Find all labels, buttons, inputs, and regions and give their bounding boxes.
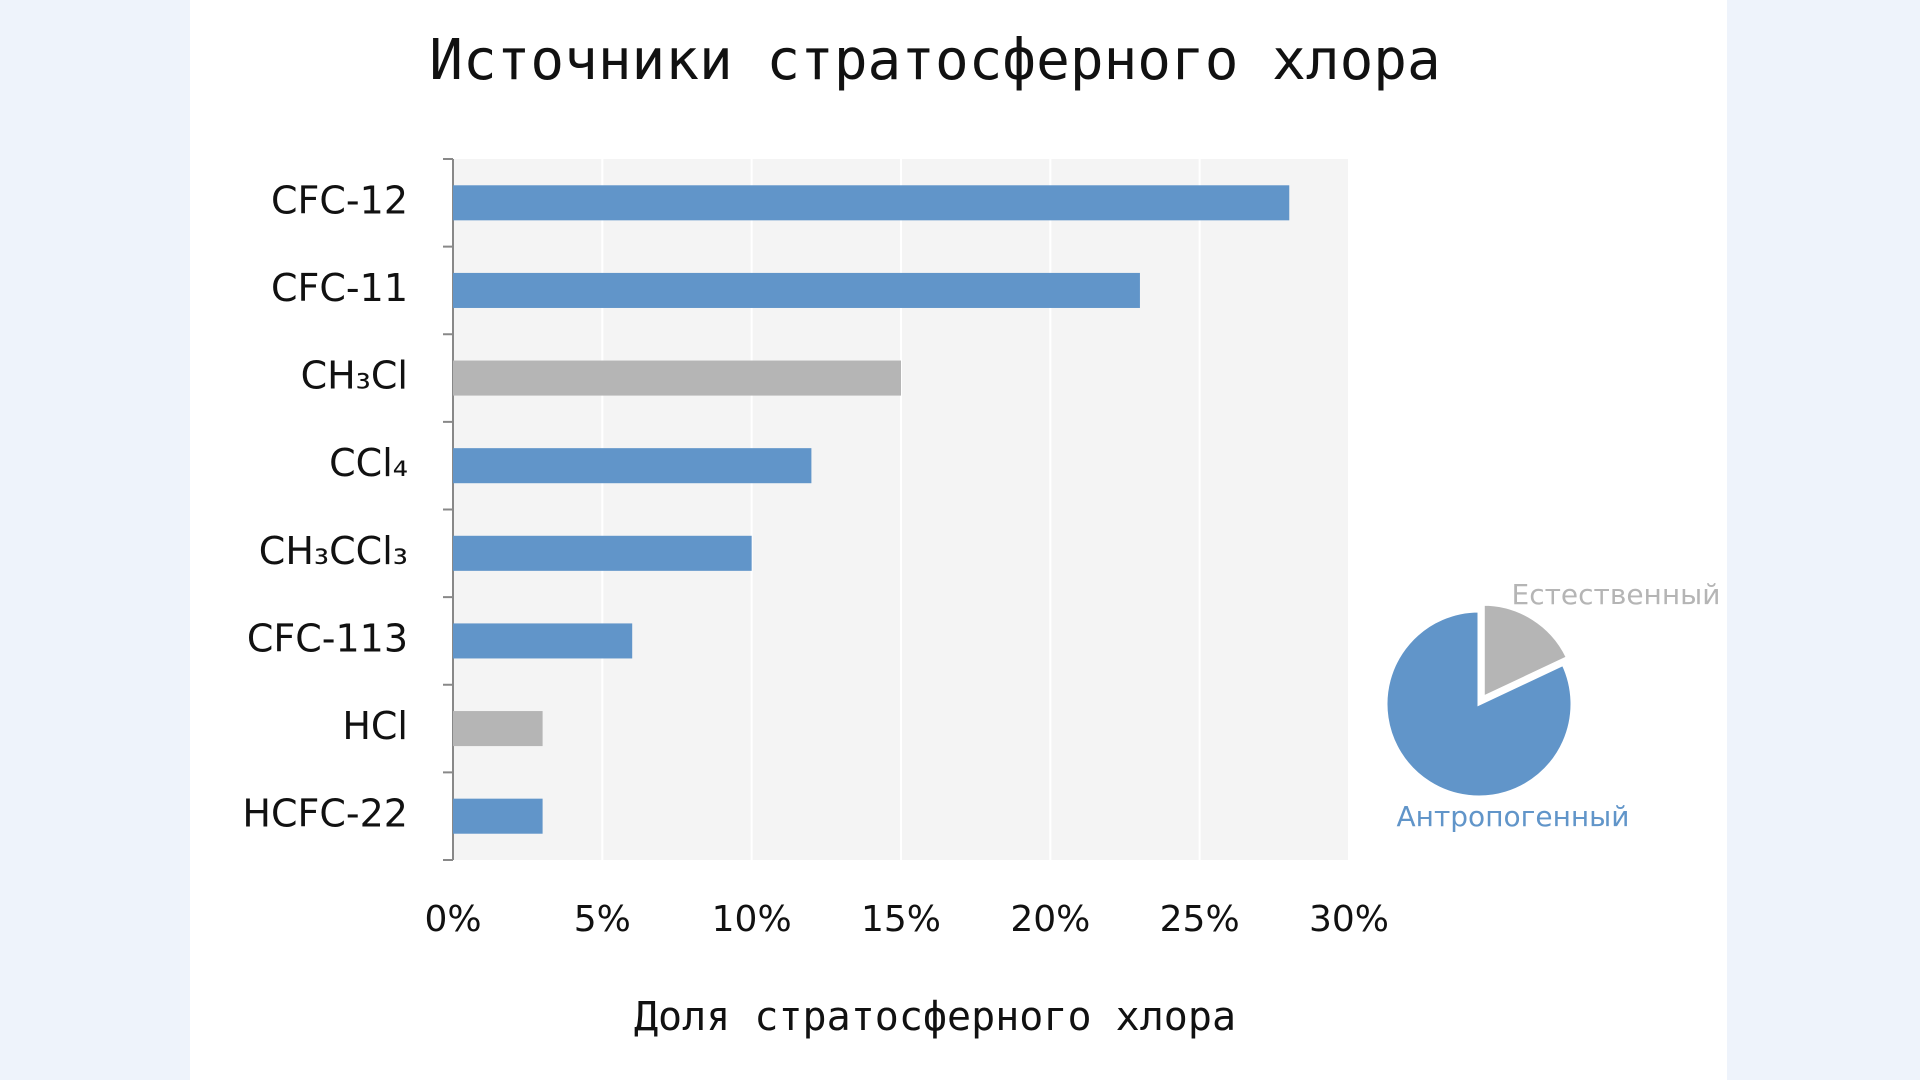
- y-tick-label: HCFC-22: [242, 792, 408, 836]
- y-tick-label: HCl: [342, 704, 408, 748]
- x-tick-label: 20%: [1010, 899, 1090, 940]
- x-tick-label: 25%: [1160, 899, 1240, 940]
- x-tick-label: 5%: [574, 899, 631, 940]
- x-axis-label: Доля стратосферного хлора: [634, 994, 1236, 1040]
- x-tick-label: 15%: [861, 899, 941, 940]
- bar: [453, 711, 543, 747]
- bar: [453, 535, 752, 571]
- y-tick-label: CFC-12: [271, 178, 408, 222]
- y-tick-label: CFC-113: [247, 616, 408, 660]
- chart-title: Источники стратосферного хлора: [429, 28, 1440, 93]
- bar: [453, 448, 812, 484]
- y-tick-label: CH₃CCl₃: [259, 529, 408, 573]
- bar: [453, 623, 633, 659]
- pie-slice: [1384, 609, 1574, 799]
- pie-slice: [1481, 602, 1570, 700]
- y-tick-label: CCl₄: [329, 441, 408, 485]
- bar: [453, 360, 901, 396]
- pie-label: Естественный: [1512, 578, 1721, 611]
- bar: [453, 272, 1140, 308]
- y-tick-label: CH₃Cl: [301, 354, 408, 398]
- x-tick-label: 0%: [424, 899, 481, 940]
- x-tick-label: 30%: [1309, 899, 1389, 940]
- bar: [453, 185, 1290, 221]
- x-tick-label: 10%: [712, 899, 792, 940]
- pie-label: Антропогенный: [1397, 800, 1630, 833]
- bar: [453, 798, 543, 834]
- y-tick-label: CFC-11: [271, 266, 408, 310]
